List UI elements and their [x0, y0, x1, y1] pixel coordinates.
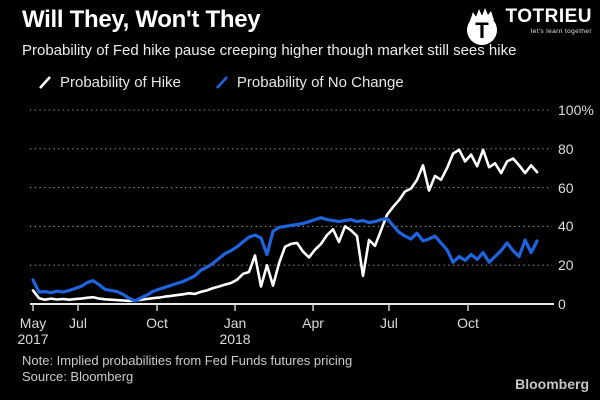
hike-line-marker-icon: [39, 76, 51, 89]
legend-item-no-change: Probability of No Change: [215, 74, 404, 91]
chart-note: Note: Implied probabilities from Fed Fun…: [22, 353, 353, 368]
y-axis-label: 0: [558, 296, 566, 312]
x-axis-label: Apr: [302, 315, 324, 331]
x-axis-label: Jan: [223, 315, 247, 331]
logo-name: TOTRIEU: [505, 6, 592, 27]
page-title: Will They, Won't They: [22, 6, 261, 33]
x-axis-label: Oct: [457, 315, 479, 331]
legend-item-label: Probability of No Change: [236, 74, 404, 91]
x-axis-year-label: 2018: [219, 331, 251, 347]
y-axis-label: 80: [558, 140, 574, 157]
x-axis-label: Oct: [146, 315, 168, 331]
series-line-no-change: [31, 216, 539, 303]
totrieu-logo: T TOTRIEU let's learn together: [463, 7, 592, 47]
y-axis-label: 40: [558, 218, 574, 235]
y-axis-label: 60: [558, 179, 574, 196]
legend-item-label: Probability of Hike: [60, 74, 181, 91]
legend-item-hike: Probability of Hike: [38, 74, 181, 91]
chart-legend: Probability of Hike Probability of No Cha…: [38, 74, 404, 91]
y-axis-label: 20: [558, 257, 574, 274]
logo-letter: T: [476, 18, 490, 43]
x-axis-label: Jul: [380, 315, 398, 331]
x-axis-label: May: [19, 315, 47, 331]
logo-tagline: let's learn together: [530, 28, 592, 35]
x-axis-label: Jul: [69, 315, 87, 331]
series-line-hike: [31, 148, 539, 303]
bloomberg-watermark: Bloomberg: [515, 376, 589, 392]
chart-subtitle: Probability of Fed hike pause creeping h…: [22, 42, 517, 59]
x-axis-year-label: 2017: [17, 331, 49, 347]
chart-source: Source: Bloomberg: [22, 369, 134, 384]
y-axis-label: 100%: [558, 102, 594, 118]
totrieu-logo-icon: T: [467, 8, 498, 45]
no-change-line-marker-icon: [215, 76, 228, 89]
